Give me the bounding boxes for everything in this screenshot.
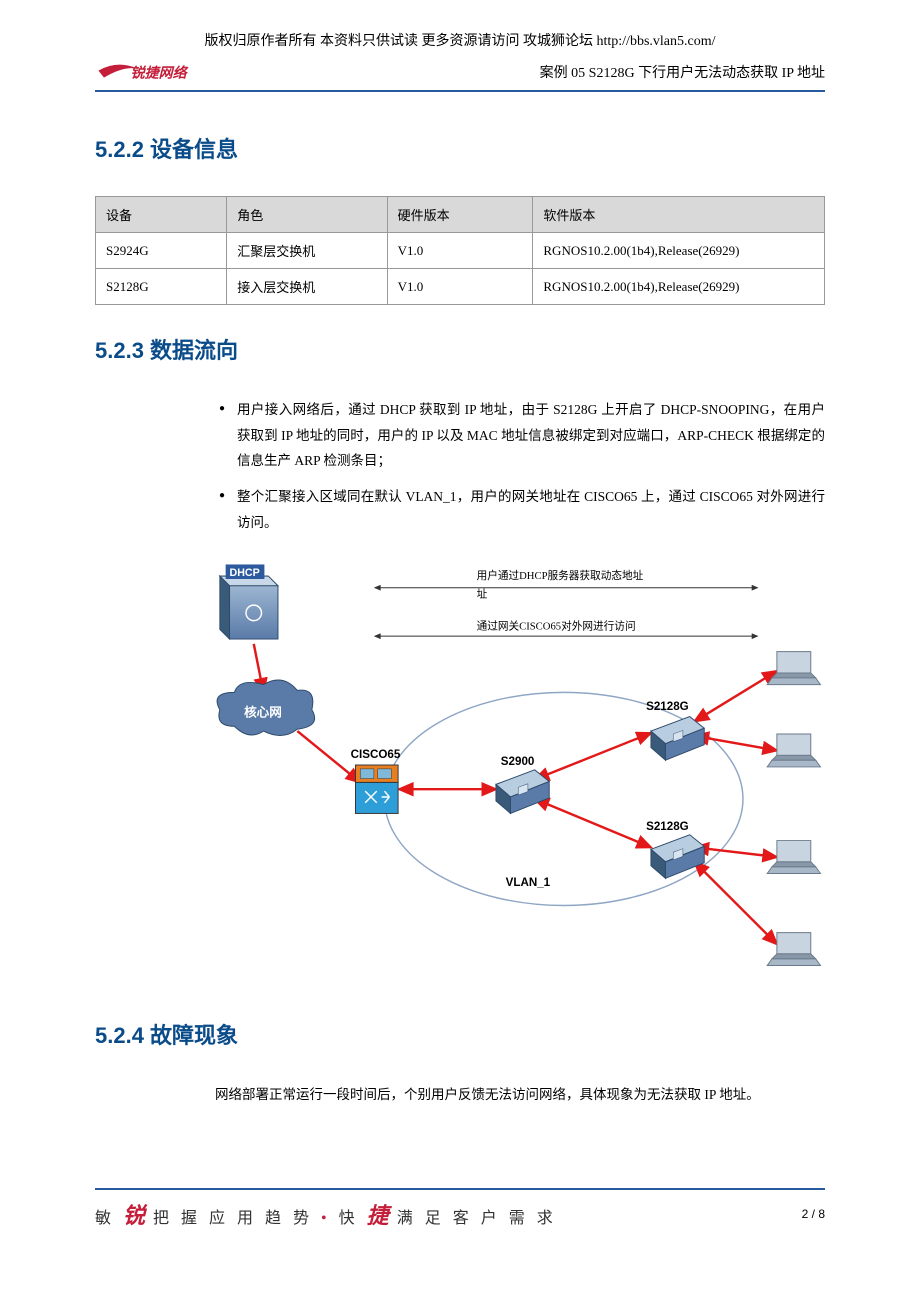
bullet-item: 用户接入网络后，通过 DHCP 获取到 IP 地址，由于 S2128G 上开启了… — [215, 397, 825, 474]
edge — [695, 671, 777, 721]
cell: S2924G — [96, 233, 227, 269]
paragraph-524: 网络部署正常运行一段时间后，个别用户反馈无法访问网络，具体现象为无法获取 IP … — [215, 1082, 825, 1108]
flow-label-1b: 址 — [477, 588, 488, 601]
vlan1-label: VLAN_1 — [506, 876, 551, 889]
s2128g-2-label: S2128G — [646, 820, 689, 833]
cell: 接入层交换机 — [227, 269, 387, 305]
slogan-part: 把 握 应 用 趋 势 — [145, 1210, 321, 1227]
s2128g-1-switch-icon: S2128G — [646, 700, 704, 760]
cell: RGNOS10.2.00(1b4),Release(26929) — [533, 269, 825, 305]
slogan-em: 捷 — [367, 1203, 389, 1228]
slogan-dot: • — [321, 1210, 331, 1227]
edge — [695, 862, 777, 944]
table-row: S2128G 接入层交换机 V1.0 RGNOS10.2.00(1b4),Rel… — [96, 269, 825, 305]
cell: 汇聚层交换机 — [227, 233, 387, 269]
logo: 锐捷网络 — [95, 58, 225, 86]
s2128g-2-switch-icon: S2128G — [646, 820, 704, 878]
edge — [695, 848, 777, 858]
col-role: 角色 — [227, 197, 387, 233]
slogan-part: 快 — [331, 1210, 367, 1227]
dhcp-server-icon: DHCP — [220, 565, 278, 640]
logo-text: 锐捷网络 — [131, 65, 189, 82]
cisco65-router-icon: CISCO65 — [351, 748, 401, 813]
header-case-title: 案例 05 S2128G 下行用户无法动态获取 IP 地址 — [540, 62, 825, 82]
core-cloud-icon: 核心网 — [217, 680, 315, 736]
heading-524: 5.2.4 故障现象 — [95, 1018, 825, 1050]
laptop-1-icon — [767, 652, 820, 685]
edge — [535, 733, 651, 780]
s2900-label: S2900 — [501, 755, 535, 768]
cell: V1.0 — [387, 269, 533, 305]
slogan-part: 满 足 客 户 需 求 — [389, 1210, 557, 1227]
header-row: 锐捷网络 案例 05 S2128G 下行用户无法动态获取 IP 地址 — [95, 58, 825, 86]
logo-swoosh-icon: 锐捷网络 — [95, 58, 225, 86]
core-label: 核心网 — [244, 705, 282, 720]
device-info-table: 设备 角色 硬件版本 软件版本 S2924G 汇聚层交换机 V1.0 RGNOS… — [95, 196, 825, 305]
copyright-notice: 版权归原作者所有 本资料只供试读 更多资源请访问 攻城狮论坛 http://bb… — [95, 30, 825, 50]
cell: S2128G — [96, 269, 227, 305]
s2900-switch-icon: S2900 — [496, 755, 549, 813]
table-header-row: 设备 角色 硬件版本 软件版本 — [96, 197, 825, 233]
dhcp-label: DHCP — [230, 567, 260, 579]
col-device: 设备 — [96, 197, 227, 233]
col-hw: 硬件版本 — [387, 197, 533, 233]
col-sw: 软件版本 — [533, 197, 825, 233]
page-number: 2 / 8 — [802, 1207, 825, 1221]
slogan-part: 敏 — [95, 1210, 123, 1227]
footer-slogan: 敏 锐 把 握 应 用 趋 势 • 快 捷 满 足 客 户 需 求 — [95, 1198, 557, 1230]
header-divider — [95, 90, 825, 92]
bullets-523: 用户接入网络后，通过 DHCP 获取到 IP 地址，由于 S2128G 上开启了… — [215, 397, 825, 535]
cell: RGNOS10.2.00(1b4),Release(26929) — [533, 233, 825, 269]
laptop-4-icon — [767, 933, 820, 966]
heading-523: 5.2.3 数据流向 — [95, 333, 825, 365]
cell: V1.0 — [387, 233, 533, 269]
edge — [695, 736, 777, 751]
cisco65-label: CISCO65 — [351, 748, 401, 761]
flow-label-1: 用户通过DHCP服务器获取动态地址 — [477, 569, 644, 582]
edge — [535, 799, 651, 847]
bullet-item: 整个汇聚接入区域同在默认 VLAN_1，用户的网关地址在 CISCO65 上，通… — [215, 484, 825, 535]
table-row: S2924G 汇聚层交换机 V1.0 RGNOS10.2.00(1b4),Rel… — [96, 233, 825, 269]
network-diagram: 用户通过DHCP服务器获取动态地址 址 通过网关CISCO65对外网进行访问 V… — [215, 545, 825, 990]
flow-label-2: 通过网关CISCO65对外网进行访问 — [477, 620, 636, 633]
s2128g-1-label: S2128G — [646, 700, 689, 713]
footer: 敏 锐 把 握 应 用 趋 势 • 快 捷 满 足 客 户 需 求 2 / 8 — [95, 1190, 825, 1230]
heading-522: 5.2.2 设备信息 — [95, 132, 825, 164]
slogan-em: 锐 — [123, 1203, 145, 1228]
